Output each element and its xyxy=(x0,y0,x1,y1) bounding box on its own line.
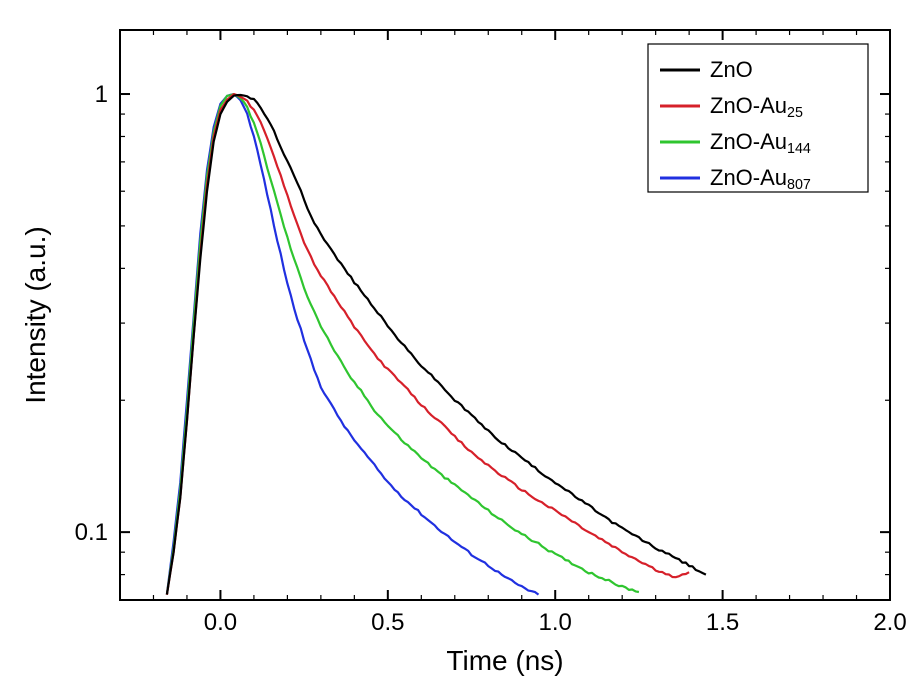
series-ZnO xyxy=(167,95,706,595)
y-axis-label: Intensity (a.u.) xyxy=(20,226,51,403)
x-tick-label: 0.5 xyxy=(371,609,404,636)
x-tick-label: 0.0 xyxy=(204,609,237,636)
series-group xyxy=(167,94,706,595)
x-tick-label: 1.5 xyxy=(706,609,739,636)
y-tick-label: 0.1 xyxy=(75,519,108,546)
series-ZnO-Au807 xyxy=(167,94,539,594)
y-tick-label: 1 xyxy=(95,81,108,108)
legend-label: ZnO xyxy=(710,57,753,82)
x-tick-label: 2.0 xyxy=(873,609,906,636)
x-axis-label: Time (ns) xyxy=(446,645,563,676)
x-tick-label: 1.0 xyxy=(539,609,572,636)
decay-chart: 0.0 0.5 1.0 1.5 2.0 0.1 1 Time (ns) Intensity (a… xyxy=(0,0,919,691)
